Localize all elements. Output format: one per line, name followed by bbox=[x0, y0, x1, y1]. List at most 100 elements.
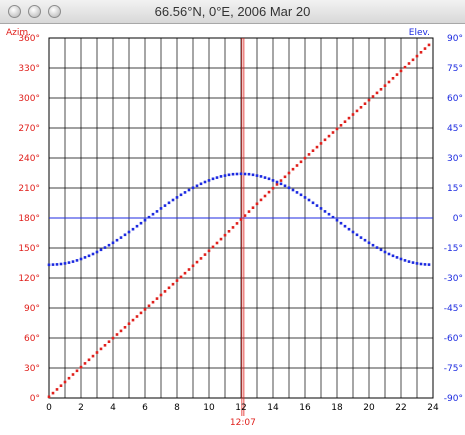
azimuth-point bbox=[427, 43, 431, 47]
azimuth-point bbox=[187, 268, 191, 271]
minimize-button[interactable] bbox=[28, 5, 41, 18]
azimuth-point bbox=[255, 202, 259, 206]
azimuth-point bbox=[371, 95, 375, 98]
azimuth-point bbox=[151, 300, 155, 304]
elevation-point bbox=[207, 179, 211, 182]
left-tick-label: 360° bbox=[18, 34, 40, 44]
azimuth-point bbox=[55, 388, 59, 391]
azimuth-point bbox=[395, 73, 399, 76]
right-axis-ticks: -90° -75° -60° -45° -30° -15° 0° 15° 30° 45° 60° 75… bbox=[444, 34, 463, 404]
elevation-point bbox=[415, 262, 419, 265]
azimuth-point bbox=[235, 222, 239, 225]
azimuth-point bbox=[327, 134, 331, 138]
elevation-point bbox=[387, 252, 391, 256]
elevation-point bbox=[319, 207, 323, 210]
close-button[interactable] bbox=[8, 5, 21, 18]
azimuth-point bbox=[307, 153, 311, 156]
azimuth-point bbox=[59, 384, 63, 387]
azimuth-point bbox=[323, 138, 327, 142]
elevation-point bbox=[403, 259, 407, 262]
elevation-point bbox=[127, 230, 131, 234]
elevation-point bbox=[355, 233, 359, 237]
azimuth-point bbox=[91, 354, 95, 358]
sun-path-chart: Azim. Elev. 0°30°60°90°120°150°180°210°2… bbox=[6, 28, 463, 428]
elevation-point bbox=[111, 241, 115, 245]
elevation-point bbox=[107, 243, 111, 247]
azimuth-point bbox=[363, 102, 367, 105]
elevation-point bbox=[215, 176, 219, 179]
left-tick-label: 150° bbox=[18, 244, 40, 254]
azimuth-point bbox=[171, 282, 175, 286]
azimuth-point bbox=[51, 391, 55, 395]
left-tick-label: 210° bbox=[18, 184, 40, 194]
title-bar: 66.56°N, 0°E, 2006 Mar 20 bbox=[0, 0, 465, 24]
azimuth-series bbox=[47, 43, 431, 399]
elevation-point bbox=[307, 198, 311, 202]
azimuth-point bbox=[359, 106, 363, 109]
elevation-point bbox=[183, 191, 187, 194]
elevation-point bbox=[327, 212, 331, 216]
x-tick-label: 0 bbox=[46, 403, 52, 413]
x-tick-label: 14 bbox=[267, 403, 279, 413]
elevation-point bbox=[203, 180, 207, 184]
x-tick-label: 6 bbox=[142, 403, 148, 413]
right-tick-label: -30° bbox=[444, 274, 463, 284]
right-tick-label: -15° bbox=[444, 244, 463, 254]
elevation-point bbox=[115, 238, 119, 242]
azimuth-point bbox=[215, 241, 219, 245]
elevation-point bbox=[223, 174, 227, 177]
azimuth-point bbox=[123, 326, 127, 329]
azimuth-point bbox=[47, 395, 51, 399]
azimuth-point bbox=[183, 271, 187, 275]
right-tick-label: 60° bbox=[447, 94, 463, 104]
elevation-point bbox=[143, 218, 147, 222]
azimuth-point bbox=[147, 304, 151, 308]
azimuth-point bbox=[415, 54, 419, 58]
azimuth-point bbox=[71, 373, 75, 376]
azimuth-point bbox=[167, 286, 171, 290]
x-tick-label: 24 bbox=[427, 403, 439, 413]
azimuth-point bbox=[287, 171, 291, 175]
azimuth-point bbox=[299, 160, 303, 164]
azimuth-point bbox=[87, 358, 91, 362]
elevation-point bbox=[419, 262, 423, 266]
elevation-point bbox=[343, 224, 347, 228]
azimuth-point bbox=[411, 58, 415, 62]
elevation-point bbox=[179, 193, 183, 197]
elevation-point bbox=[247, 172, 251, 176]
elevation-point bbox=[423, 263, 427, 266]
elevation-point bbox=[99, 248, 103, 252]
elevation-point bbox=[83, 256, 87, 259]
left-tick-label: 60° bbox=[24, 334, 40, 344]
azimuth-point bbox=[231, 226, 235, 229]
azimuth-point bbox=[99, 347, 103, 351]
right-tick-label: 30° bbox=[447, 154, 463, 164]
elevation-point bbox=[251, 173, 255, 177]
zoom-button[interactable] bbox=[48, 5, 61, 18]
elevation-point bbox=[155, 210, 159, 213]
azimuth-point bbox=[107, 340, 111, 343]
azimuth-point bbox=[331, 131, 335, 134]
right-tick-label: 0° bbox=[453, 214, 463, 224]
elevation-point bbox=[295, 191, 299, 194]
elevation-point bbox=[51, 263, 55, 266]
right-axis-label: Elev. bbox=[409, 28, 430, 38]
elevation-point bbox=[299, 193, 303, 197]
right-tick-label: -90° bbox=[444, 394, 463, 404]
elevation-point bbox=[303, 196, 307, 199]
elevation-point bbox=[339, 221, 343, 225]
elevation-point bbox=[139, 221, 143, 225]
elevation-point bbox=[275, 180, 279, 184]
elevation-point bbox=[219, 175, 223, 178]
x-tick-label: 8 bbox=[174, 403, 180, 413]
right-tick-label: 45° bbox=[447, 124, 463, 134]
elevation-point bbox=[267, 177, 271, 181]
elevation-point bbox=[291, 188, 295, 192]
left-tick-label: 270° bbox=[18, 124, 40, 134]
right-tick-label: 15° bbox=[447, 184, 463, 194]
elevation-point bbox=[283, 184, 287, 188]
azimuth-point bbox=[375, 91, 379, 95]
elevation-point bbox=[375, 246, 379, 249]
azimuth-point bbox=[399, 69, 403, 73]
